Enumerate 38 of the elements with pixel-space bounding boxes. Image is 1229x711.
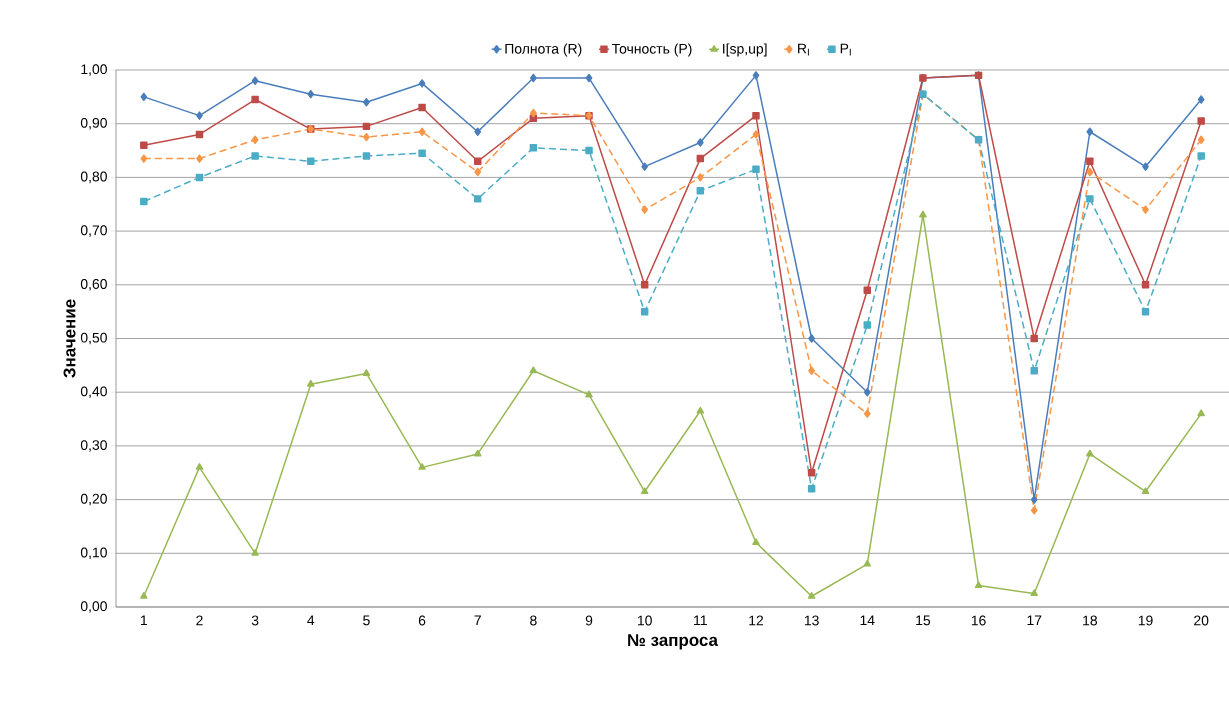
x-tick-label: 3	[251, 615, 259, 626]
x-tick-label: 9	[585, 615, 593, 626]
x-tick-label: 5	[363, 615, 370, 626]
y-tick-label: 1,00	[81, 64, 107, 76]
x-tick-label: 10	[637, 615, 652, 626]
legend-label: I[sp,up]	[723, 43, 767, 57]
x-tick-label: 8	[530, 615, 537, 626]
x-tick-label: 16	[971, 615, 986, 626]
x-tick-label: 18	[1083, 615, 1098, 626]
x-tick-label: 15	[916, 615, 931, 626]
y-tick-label: 0,60	[80, 279, 107, 291]
x-axis-title: № запроса	[628, 634, 719, 650]
y-tick-label: 0,10	[80, 547, 107, 560]
x-tick-label: 2	[196, 615, 203, 626]
x-tick-label: 17	[1027, 615, 1042, 626]
x-tick-label: 13	[804, 615, 819, 626]
y-tick-label: 0,90	[80, 117, 107, 130]
legend-label: Полнота (R)	[505, 43, 582, 57]
y-tick-label: 0,80	[80, 171, 107, 184]
legend-label: Точность (P)	[611, 43, 692, 57]
y-tick-label: 0,00	[80, 601, 107, 613]
x-tick-label: 4	[307, 615, 315, 626]
y-tick-label: 0,50	[80, 332, 107, 345]
legend-label: R$_{I}$	[798, 43, 809, 56]
x-tick-label: 7	[474, 615, 481, 626]
x-tick-label: 12	[749, 615, 764, 626]
x-tick-label: 6	[418, 615, 426, 626]
y-tick-label: 0,40	[80, 386, 107, 398]
x-tick-label: 1	[141, 615, 148, 626]
x-tick-label: 11	[694, 615, 707, 626]
y-tick-label: 0,20	[80, 493, 107, 506]
y-axis-title: Значение	[63, 299, 76, 378]
x-tick-label: 14	[860, 615, 875, 626]
y-tick-label: 0,30	[80, 440, 107, 452]
x-tick-label: 19	[1138, 615, 1153, 626]
x-tick-label: 20	[1194, 615, 1209, 626]
legend-label: P$_{I}$	[840, 43, 851, 56]
y-tick-label: 0,70	[80, 225, 107, 237]
